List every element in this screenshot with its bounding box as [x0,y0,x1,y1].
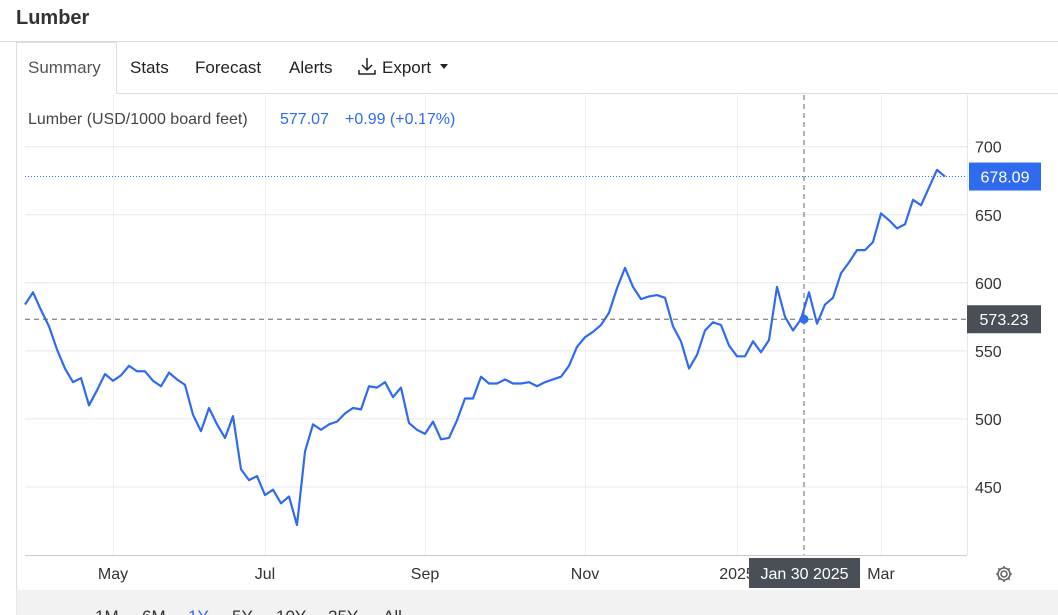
range-button[interactable]: 25Y [328,607,358,615]
y-tick-label: 550 [975,344,1002,361]
crosshair-value-label: 573.23 [980,312,1029,329]
tab-border [16,42,1058,94]
range-button[interactable]: 1M [95,607,119,615]
y-tick-label: 450 [975,480,1002,497]
settings-icon[interactable] [996,566,1012,582]
y-tick-label: 650 [975,208,1002,225]
legend-name: Lumber (USD/1000 board feet) [28,111,248,128]
tab[interactable]: Forecast [195,58,261,77]
crosshair-date-badge [749,558,860,588]
range-button[interactable]: 6M [142,607,166,615]
crosshair-date-label: Jan 30 2025 [760,566,848,583]
tab[interactable]: Summary [28,58,101,77]
tab[interactable]: Stats [130,58,169,77]
y-tick-label: 500 [975,412,1002,429]
range-button[interactable]: 1Y [188,607,209,615]
range-button[interactable]: 5Y [232,607,253,615]
y-tick-label: 600 [975,276,1002,293]
legend-change: +0.99 (+0.17%) [345,111,455,128]
x-tick-label: 2025 [719,566,755,583]
last-value-label: 678.09 [981,170,1030,187]
tab[interactable]: Alerts [289,58,332,77]
last-value-badge [969,162,1041,191]
caret [440,64,448,69]
price-line [24,168,946,527]
range-bar [16,590,1058,615]
x-tick-label: May [98,566,128,583]
legend-price: 577.07 [280,111,329,128]
page-title: Lumber [16,7,90,29]
crosshair-value-badge [967,305,1041,334]
download-icon [358,58,376,75]
y-tick-label: 700 [975,140,1002,157]
range-button[interactable]: All [383,607,402,615]
tab[interactable]: Export [382,58,431,77]
crosshair-dot [799,314,809,324]
x-tick-label: Mar [867,566,895,583]
range-button[interactable]: 10Y [276,607,306,615]
x-tick-label: Sep [411,566,440,583]
plot: May Jul Sep Nov 2025 Mar 450 500 550 600 650 700 678… [24,95,1041,588]
x-tick-label: Nov [571,566,599,583]
x-tick-label: Jul [255,566,275,583]
